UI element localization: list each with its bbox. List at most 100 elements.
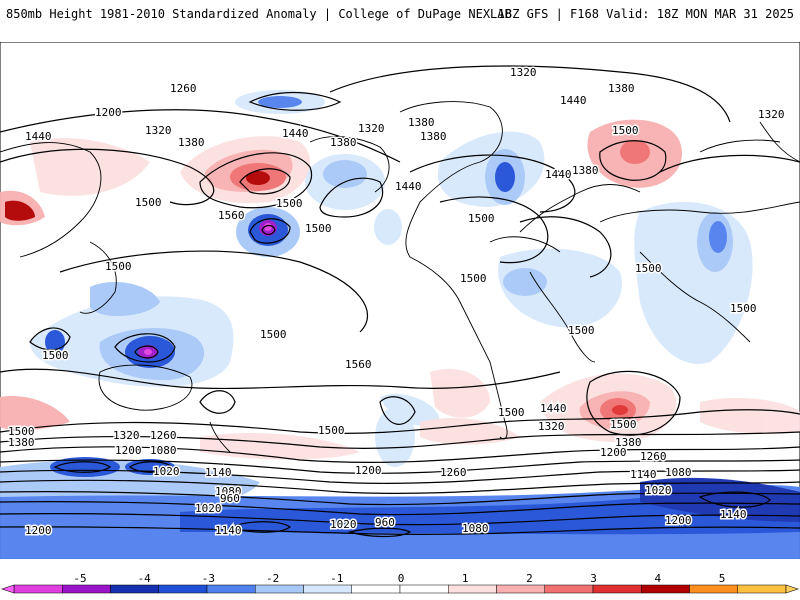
- map-title: 850mb Height 1981-2010 Standardized Anom…: [6, 7, 512, 21]
- contour-label: 1320: [145, 124, 172, 137]
- contour-label: 1320: [510, 66, 537, 79]
- colorbar-bin: [206, 584, 256, 594]
- colorbar-tick-label: -1: [330, 572, 343, 585]
- contour-label: 1380: [178, 136, 205, 149]
- coastlines: [0, 101, 800, 453]
- contour-label: 1140: [630, 468, 657, 481]
- contour-label: 1500: [8, 425, 35, 438]
- contour-label: 1200: [25, 524, 52, 537]
- contour-label: 1440: [395, 180, 422, 193]
- colorbar-tick-label: 3: [590, 572, 597, 585]
- contour-label: 1380: [330, 136, 357, 149]
- contour-label: 1560: [218, 209, 245, 222]
- negative-anomaly-fills: [0, 90, 800, 559]
- colorbar-min-arrow: [1, 584, 15, 594]
- colorbar-bin: [13, 584, 63, 594]
- colorbar-tick-labels: -5 -4 -3 -2 -1 0 1 2 3 4 5: [73, 572, 725, 585]
- contour-label: 1200: [665, 514, 692, 527]
- colorbar-tick-label: 0: [398, 572, 405, 585]
- colorbar-bin: [448, 584, 497, 594]
- contour-label: 1500: [135, 196, 162, 209]
- contour-label: 1380: [608, 82, 635, 95]
- contour-label: 1140: [215, 524, 242, 537]
- colorbar-tick-label: 1: [462, 572, 469, 585]
- contour-label: 1500: [42, 349, 69, 362]
- contour-label: 1320: [758, 108, 785, 121]
- contour-label: 1560: [345, 358, 372, 371]
- colorbar-bin: [351, 584, 401, 594]
- header: 850mb Height 1981-2010 Standardized Anom…: [0, 0, 800, 28]
- contour-label: 1140: [205, 466, 232, 479]
- contour-label: 1200: [95, 106, 122, 119]
- colorbar-tick-label: 4: [654, 572, 661, 585]
- contour-label: 1500: [635, 262, 662, 275]
- colorbar-tick-label: -4: [138, 572, 152, 585]
- colorbar-bin: [110, 584, 159, 594]
- colorbar-max-arrow: [785, 584, 799, 594]
- contour-label: 1380: [8, 436, 35, 449]
- contour-label: 1500: [498, 406, 525, 419]
- contour-label: 1020: [153, 465, 180, 478]
- contour-label: 1320: [113, 429, 140, 442]
- contour-label: 1500: [105, 260, 132, 273]
- contour-label: 1380: [572, 164, 599, 177]
- colorbar-bin: [641, 584, 690, 594]
- contour-label: 1380: [408, 116, 435, 129]
- height-contours: [0, 65, 800, 538]
- colorbar-tick-label: 5: [719, 572, 726, 585]
- contour-label: 1140: [720, 508, 747, 521]
- colorbar-bins: [13, 584, 787, 594]
- colorbar-bin: [737, 584, 787, 594]
- colorbar-bin: [303, 584, 352, 594]
- contour-label: 1200: [115, 444, 142, 457]
- anomaly-map: 1320 1380 1440 1260 1200 1320 1440 1380 …: [0, 42, 800, 559]
- contour-labels: 1320 1380 1440 1260 1200 1320 1440 1380 …: [7, 65, 787, 539]
- contour-label: 1500: [730, 302, 757, 315]
- colorbar: -5 -4 -3 -2 -1 0 1 2 3 4 5: [1, 572, 799, 594]
- contour-label: 1200: [600, 446, 627, 459]
- contour-label: 1440: [25, 130, 52, 143]
- colorbar-bin: [255, 584, 304, 594]
- contour-label: 1080: [150, 444, 177, 457]
- contour-label: 960: [220, 492, 240, 505]
- contour-label: 1500: [276, 197, 303, 210]
- contour-label: 1260: [170, 82, 197, 95]
- colorbar-tick-label: -5: [73, 572, 86, 585]
- contour-label: 1440: [560, 94, 587, 107]
- contour-label: 1080: [462, 522, 489, 535]
- contour-label: 1500: [568, 324, 595, 337]
- contour-label: 1020: [645, 484, 672, 497]
- colorbar-bin: [62, 584, 111, 594]
- colorbar-bin: [689, 584, 738, 594]
- contour-label: 1500: [468, 212, 495, 225]
- contour-label: 1020: [330, 518, 357, 531]
- colorbar-tick-label: 2: [526, 572, 533, 585]
- colorbar-bin: [592, 584, 642, 594]
- contour-label: 1500: [318, 424, 345, 437]
- contour-label: 1380: [615, 436, 642, 449]
- contour-label: 1440: [282, 127, 309, 140]
- run-info: 18Z GFS | F168 Valid: 18Z MON MAR 31 202…: [497, 7, 794, 21]
- colorbar-bin: [399, 584, 449, 594]
- contour-label: 1320: [538, 420, 565, 433]
- contour-label: 1500: [612, 124, 639, 137]
- colorbar-tick-label: -3: [202, 572, 215, 585]
- contour-label: 1080: [215, 485, 242, 498]
- contour-label: 1500: [610, 418, 637, 431]
- contour-label: 1500: [460, 272, 487, 285]
- contour-label: 1440: [540, 402, 567, 415]
- contour-label: 1080: [665, 466, 692, 479]
- colorbar-bin: [158, 584, 208, 594]
- contour-label: 1260: [150, 429, 177, 442]
- contour-label: 960: [375, 516, 395, 529]
- contour-label: 1380: [420, 130, 447, 143]
- contour-label: 1200: [355, 464, 382, 477]
- colorbar-bin: [544, 584, 594, 594]
- contour-label: 1260: [440, 466, 467, 479]
- colorbar-bin: [496, 584, 545, 594]
- contour-label: 1500: [260, 328, 287, 341]
- contour-label: 1020: [195, 502, 222, 515]
- contour-label: 1440: [545, 168, 572, 181]
- colorbar-tick-label: -2: [266, 572, 279, 585]
- contour-label: 1260: [640, 450, 667, 463]
